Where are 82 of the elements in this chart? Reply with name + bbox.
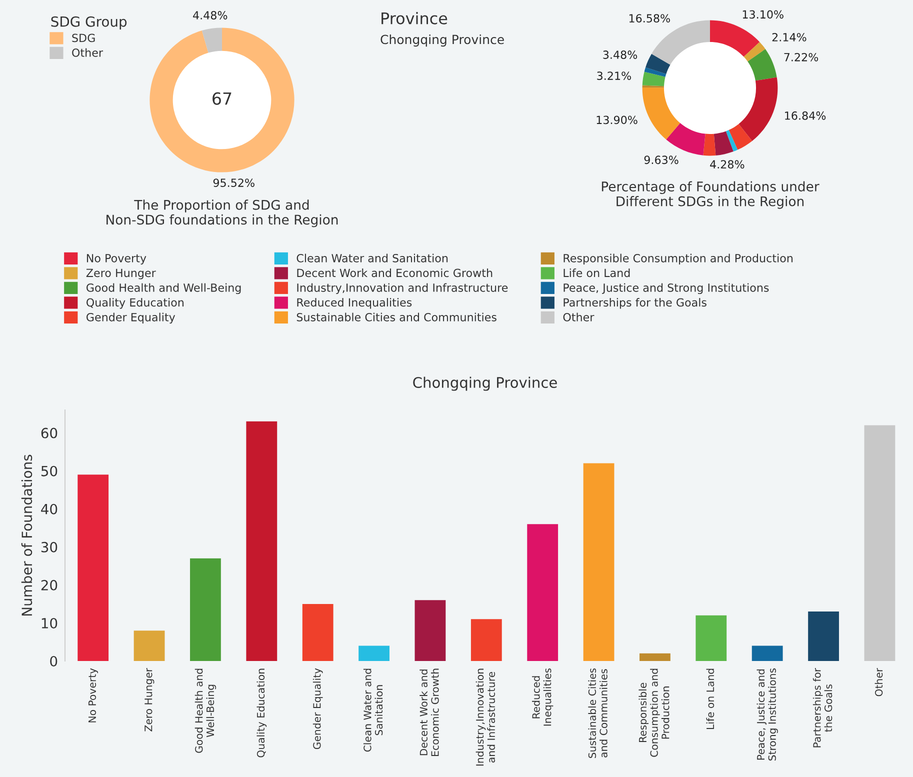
y-tick-label: 20 bbox=[41, 580, 58, 590]
bar bbox=[134, 630, 165, 661]
y-axis-title: Number of Foundations bbox=[21, 454, 32, 616]
bar bbox=[527, 524, 558, 661]
donut-slice bbox=[642, 85, 664, 88]
text: Percentage of Foundations under Different SDGs in the Region bbox=[602, 181, 820, 209]
bar bbox=[246, 421, 278, 661]
data-label: 95.52% bbox=[213, 178, 254, 187]
legend-label: Quality Education bbox=[86, 298, 184, 309]
y-tick-label: 0 bbox=[50, 656, 58, 666]
data-label: 3.21% bbox=[597, 72, 631, 80]
data-label: 2.14% bbox=[772, 32, 806, 42]
x-tick-label: Quality Education bbox=[256, 668, 267, 758]
legend-label: Gender Equality bbox=[86, 312, 176, 324]
donut-slice bbox=[726, 130, 738, 152]
x-tick-label: Clean Water and Sanitation bbox=[363, 668, 383, 752]
x-tick-label: Responsible Consumption and Production bbox=[638, 668, 670, 757]
data-label: 16.58% bbox=[629, 14, 670, 23]
legend-label: Other bbox=[72, 48, 104, 57]
bar bbox=[752, 646, 783, 661]
legend-label: Good Health and Well-Being bbox=[86, 283, 241, 294]
x-tick-label: Gender Equality bbox=[312, 668, 323, 750]
donut-slice bbox=[150, 28, 294, 172]
legend-label: Responsible Consumption and Production bbox=[564, 254, 793, 265]
x-tick-label: Other bbox=[874, 668, 883, 696]
x-tick-label: Sustainable Cities and Communities bbox=[588, 668, 608, 758]
x-tick-label: Decent Work and Economic Growth bbox=[420, 668, 439, 756]
donut-slice bbox=[202, 28, 222, 53]
text: Chongqing Province bbox=[380, 34, 504, 47]
y-tick-label: 10 bbox=[42, 618, 58, 628]
bar bbox=[470, 619, 502, 661]
donut-slice bbox=[644, 67, 666, 77]
legend-label: Sustainable Cities and Communities bbox=[296, 312, 496, 322]
donut-slice bbox=[714, 131, 734, 156]
data-label: 16.84% bbox=[785, 111, 826, 120]
bar bbox=[696, 615, 727, 661]
legend-label: Industry,Innovation and Infrastructure bbox=[297, 283, 508, 294]
text: The Proportion of SDG and Non-SDG foundations in the Region bbox=[106, 200, 338, 228]
data-label: 13.10% bbox=[742, 10, 784, 19]
legend-label: Zero Hunger bbox=[86, 268, 156, 280]
y-tick-label: 60 bbox=[41, 428, 58, 438]
data-label: 3.48% bbox=[603, 50, 638, 59]
donut-slice bbox=[703, 134, 716, 156]
data-label: 13.90% bbox=[596, 116, 638, 124]
legend-label: Other bbox=[563, 312, 594, 322]
legend-label: Peace, Justice and Strong Institutions bbox=[564, 283, 769, 294]
bar bbox=[302, 604, 334, 661]
x-tick-label: Reduced Inequalities bbox=[532, 668, 554, 726]
x-tick-label: Industry,Innovation and Infrastructure bbox=[476, 668, 496, 766]
bar bbox=[414, 600, 446, 661]
bar bbox=[358, 646, 390, 661]
x-tick-label: Peace, Justice and Strong Institutions bbox=[756, 668, 778, 761]
x-tick-label: Partnerships for the Goals bbox=[812, 668, 832, 748]
chart-title: Chongqing Province bbox=[413, 376, 557, 391]
bar bbox=[808, 612, 839, 661]
x-tick-label: No Poverty bbox=[88, 668, 98, 722]
legend-title: SDG Group bbox=[51, 16, 127, 30]
legend-label: Decent Work and Economic Growth bbox=[297, 268, 492, 278]
legend-label: Partnerships for the Goals bbox=[564, 298, 706, 309]
legend-label: Clean Water and Sanitation bbox=[296, 254, 448, 262]
bar bbox=[640, 653, 670, 661]
legend-label: Life on Land bbox=[564, 268, 630, 278]
bar bbox=[583, 463, 614, 661]
data-label: 7.22% bbox=[784, 52, 818, 62]
data-label: 9.63% bbox=[644, 156, 678, 164]
text: 67 bbox=[212, 92, 232, 105]
y-tick-label: 40 bbox=[41, 504, 58, 514]
y-tick-label: 30 bbox=[41, 542, 58, 552]
bar bbox=[190, 558, 221, 661]
legend-label: SDG bbox=[72, 34, 95, 42]
bar bbox=[864, 425, 896, 661]
x-tick-label: Life on Land bbox=[706, 668, 714, 730]
x-tick-label: Zero Hunger bbox=[144, 668, 154, 732]
x-tick-label: Good Health and Well-Being bbox=[194, 668, 216, 753]
legend-label: No Poverty bbox=[86, 254, 146, 265]
y-tick-label: 50 bbox=[41, 466, 58, 476]
bar bbox=[78, 474, 109, 661]
donut-slice bbox=[642, 72, 666, 86]
text: Province bbox=[382, 12, 448, 24]
data-label: 4.48% bbox=[193, 11, 228, 20]
data-label: 4.28% bbox=[710, 160, 744, 169]
legend-label: Reduced Inequalities bbox=[297, 298, 412, 309]
